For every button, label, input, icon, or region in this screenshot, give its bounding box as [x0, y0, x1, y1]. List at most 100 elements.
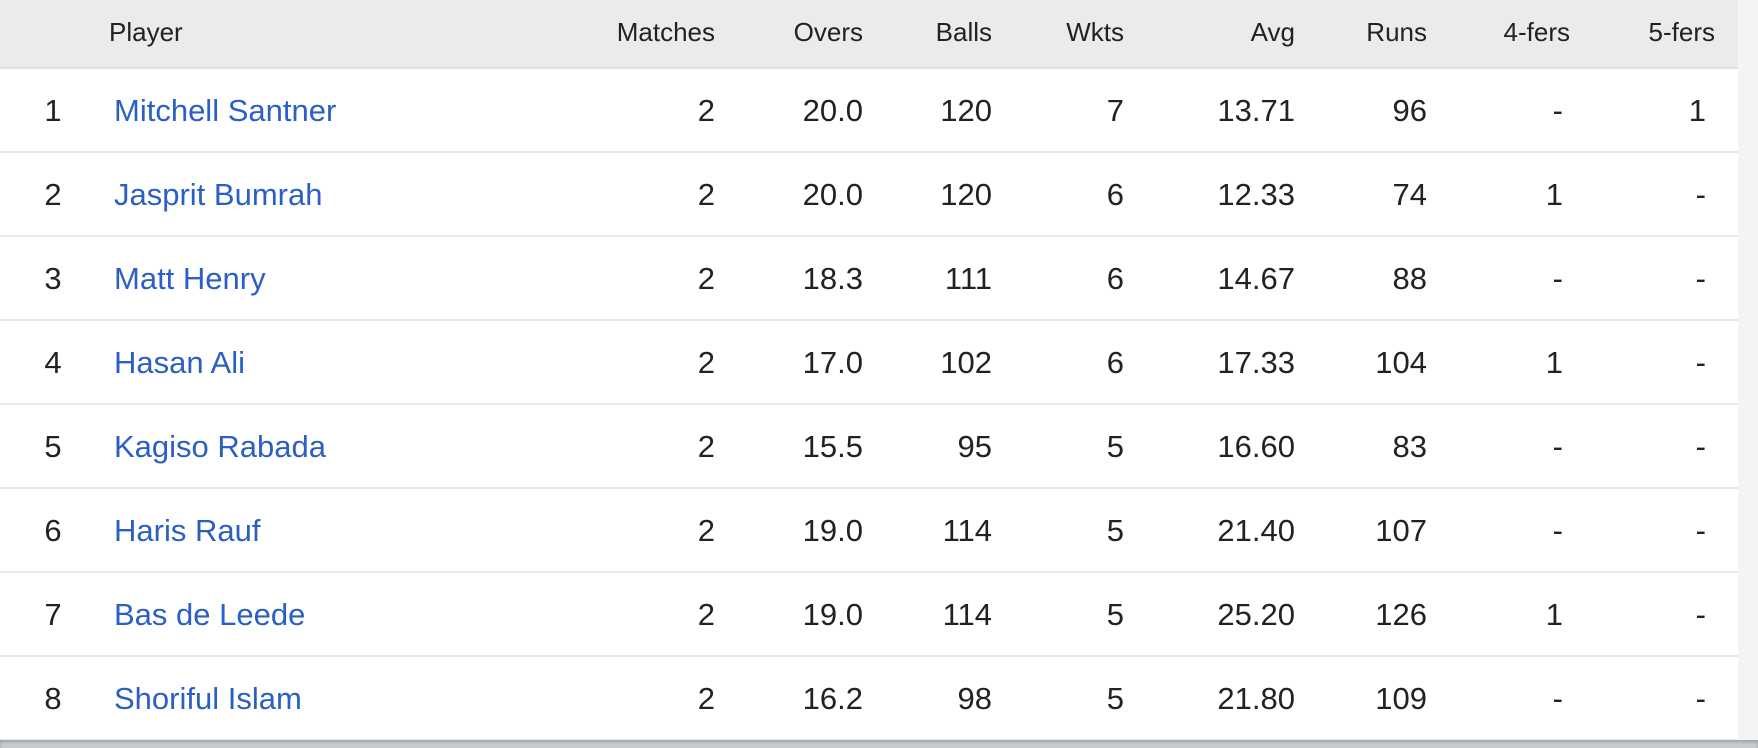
fives-cell: -	[1695, 345, 1706, 380]
table-row: 1 Mitchell Santner 2 20.0 120 7 13.71 96 - 1	[0, 69, 1738, 153]
player-link[interactable]: Mitchell Santner	[114, 93, 337, 128]
balls-cell: 98	[957, 681, 992, 716]
runs-cell: 96	[1392, 93, 1427, 128]
overs-cell: 16.2	[802, 681, 863, 716]
rank-cell: 6	[44, 513, 62, 548]
runs-cell: 107	[1375, 513, 1427, 548]
rank-cell: 2	[44, 177, 62, 212]
runs-cell: 83	[1392, 429, 1427, 464]
header-avg[interactable]: Avg	[1250, 17, 1295, 47]
header-player[interactable]: Player	[109, 17, 183, 47]
runs-cell: 74	[1392, 177, 1427, 212]
overs-cell: 19.0	[802, 513, 863, 548]
fours-cell: 1	[1545, 597, 1563, 632]
avg-cell: 14.67	[1217, 261, 1295, 296]
balls-cell: 102	[940, 345, 992, 380]
player-cell: Haris Rauf	[114, 513, 260, 549]
bowling-stats-table: Player Matches Overs Balls Wkts Avg Runs…	[0, 0, 1738, 741]
table-row: 5 Kagiso Rabada 2 15.5 95 5 16.60 83 - -	[0, 405, 1738, 489]
fives-cell: -	[1695, 261, 1706, 296]
header-balls[interactable]: Balls	[935, 17, 992, 47]
matches-cell: 2	[697, 177, 715, 212]
player-link[interactable]: Hasan Ali	[114, 345, 245, 380]
fives-cell: -	[1695, 177, 1706, 212]
player-cell: Matt Henry	[114, 261, 266, 297]
player-cell: Mitchell Santner	[114, 93, 336, 129]
balls-cell: 114	[942, 513, 992, 548]
rank-cell: 1	[44, 93, 62, 128]
rank-cell: 7	[44, 597, 62, 632]
table-row: 7 Bas de Leede 2 19.0 114 5 25.20 126 1 -	[0, 573, 1738, 657]
scrollbar-track[interactable]	[1738, 0, 1758, 740]
header-5-fers[interactable]: 5-fers	[1648, 17, 1715, 47]
fours-cell: 1	[1545, 177, 1563, 212]
fives-cell: -	[1695, 513, 1706, 548]
avg-cell: 16.60	[1217, 429, 1295, 464]
fives-cell: 1	[1688, 93, 1706, 128]
avg-cell: 17.33	[1217, 345, 1295, 380]
player-link[interactable]: Shoriful Islam	[114, 681, 302, 716]
rank-cell: 5	[44, 429, 62, 464]
table-row: 3 Matt Henry 2 18.3 111 6 14.67 88 - -	[0, 237, 1738, 321]
fives-cell: -	[1695, 597, 1706, 632]
player-link[interactable]: Matt Henry	[114, 261, 266, 296]
header-wkts[interactable]: Wkts	[1066, 17, 1124, 47]
fives-cell: -	[1695, 429, 1706, 464]
player-cell: Bas de Leede	[114, 597, 305, 633]
player-cell: Jasprit Bumrah	[114, 177, 322, 213]
balls-cell: 114	[942, 597, 992, 632]
player-cell: Shoriful Islam	[114, 681, 302, 717]
wkts-cell: 5	[1106, 597, 1124, 632]
avg-cell: 21.80	[1217, 681, 1295, 716]
avg-cell: 12.33	[1217, 177, 1295, 212]
matches-cell: 2	[697, 429, 715, 464]
table-row: 2 Jasprit Bumrah 2 20.0 120 6 12.33 74 1 -	[0, 153, 1738, 237]
header-4-fers[interactable]: 4-fers	[1503, 17, 1570, 47]
header-matches[interactable]: Matches	[616, 17, 715, 47]
runs-cell: 126	[1375, 597, 1427, 632]
table-row: 8 Shoriful Islam 2 16.2 98 5 21.80 109 - -	[0, 657, 1738, 741]
overs-cell: 18.3	[802, 261, 863, 296]
fours-cell: -	[1552, 261, 1563, 296]
matches-cell: 2	[697, 345, 715, 380]
matches-cell: 2	[697, 261, 715, 296]
player-cell: Kagiso Rabada	[114, 429, 326, 465]
player-link[interactable]: Kagiso Rabada	[114, 429, 326, 464]
fours-cell: 1	[1545, 345, 1563, 380]
wkts-cell: 5	[1106, 681, 1124, 716]
runs-cell: 109	[1375, 681, 1427, 716]
wkts-cell: 5	[1106, 429, 1124, 464]
balls-cell: 111	[944, 261, 992, 296]
player-link[interactable]: Bas de Leede	[114, 597, 306, 632]
header-overs[interactable]: Overs	[793, 17, 863, 47]
header-runs[interactable]: Runs	[1366, 17, 1427, 47]
balls-cell: 120	[940, 177, 992, 212]
avg-cell: 25.20	[1217, 597, 1295, 632]
wkts-cell: 7	[1106, 93, 1124, 128]
matches-cell: 2	[697, 513, 715, 548]
wkts-cell: 6	[1106, 261, 1124, 296]
fours-cell: -	[1552, 513, 1563, 548]
fours-cell: -	[1552, 681, 1563, 716]
runs-cell: 104	[1375, 345, 1427, 380]
table-row: 4 Hasan Ali 2 17.0 102 6 17.33 104 1 -	[0, 321, 1738, 405]
wkts-cell: 5	[1106, 513, 1124, 548]
matches-cell: 2	[697, 597, 715, 632]
overs-cell: 19.0	[802, 597, 863, 632]
overs-cell: 17.0	[802, 345, 863, 380]
matches-cell: 2	[697, 681, 715, 716]
fours-cell: -	[1552, 429, 1563, 464]
avg-cell: 13.71	[1217, 93, 1295, 128]
rank-cell: 3	[44, 261, 62, 296]
runs-cell: 88	[1392, 261, 1427, 296]
bottom-edge	[0, 740, 1758, 748]
rank-cell: 8	[44, 681, 62, 716]
overs-cell: 20.0	[802, 93, 863, 128]
player-cell: Hasan Ali	[114, 345, 245, 381]
avg-cell: 21.40	[1217, 513, 1295, 548]
rank-cell: 4	[44, 345, 62, 380]
fours-cell: -	[1552, 93, 1563, 128]
player-link[interactable]: Haris Rauf	[114, 513, 261, 548]
table-header: Player Matches Overs Balls Wkts Avg Runs…	[0, 0, 1738, 69]
player-link[interactable]: Jasprit Bumrah	[114, 177, 323, 212]
